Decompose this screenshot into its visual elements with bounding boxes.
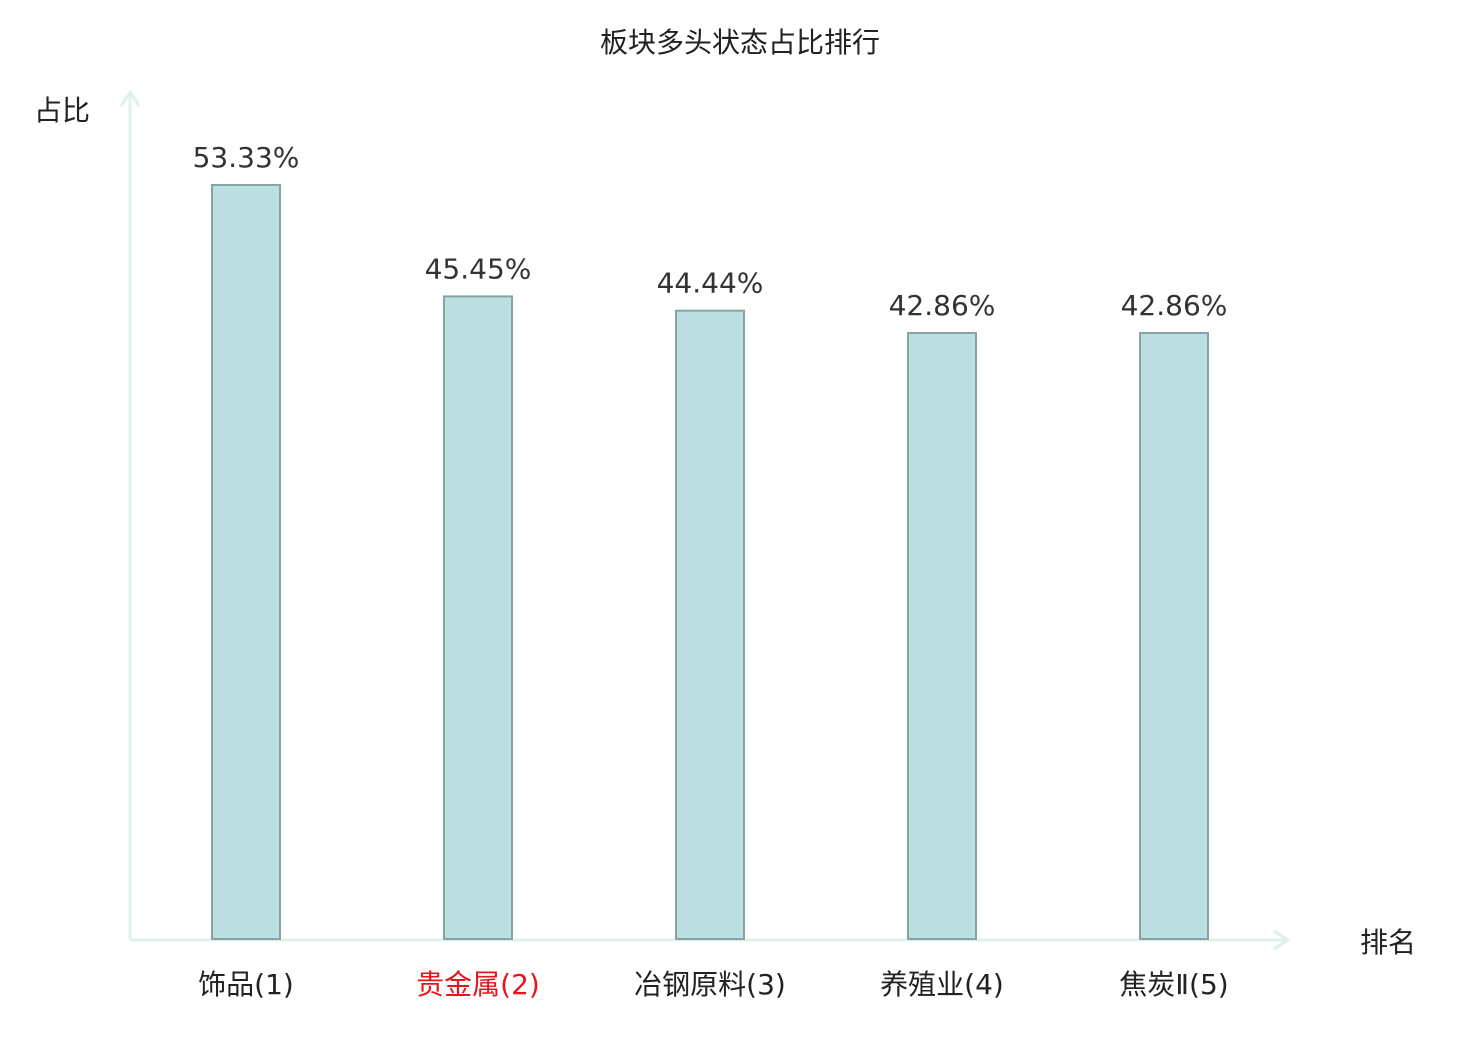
bar bbox=[1139, 332, 1209, 940]
category-label: 养殖业(4) bbox=[880, 968, 1004, 1001]
y-axis-arrow bbox=[119, 89, 141, 107]
bar bbox=[211, 184, 281, 940]
bar-value-label: 53.33% bbox=[193, 141, 300, 174]
value-labels-layer: 53.33% 45.45% 44.44% 42.86% 42.86% bbox=[193, 141, 1228, 322]
bars-layer bbox=[211, 184, 1209, 940]
category-labels-layer: 饰品(1) 贵金属(2) 冶钢原料(3) 养殖业(4) 焦炭Ⅱ(5) bbox=[198, 968, 1229, 1001]
category-label: 冶钢原料(3) bbox=[634, 968, 786, 1001]
x-axis-label: 排名 bbox=[1360, 926, 1416, 959]
category-label: 贵金属(2) bbox=[416, 968, 540, 1001]
category-label: 焦炭Ⅱ(5) bbox=[1119, 968, 1228, 1001]
axes bbox=[119, 89, 1291, 951]
y-axis-label: 占比 bbox=[34, 94, 90, 127]
bar-value-label: 42.86% bbox=[889, 289, 996, 322]
chart-title: 板块多头状态占比排行 bbox=[600, 26, 880, 59]
bar bbox=[443, 295, 513, 940]
bar-value-label: 45.45% bbox=[425, 252, 532, 285]
bar-value-label: 44.44% bbox=[657, 267, 764, 300]
bar bbox=[675, 309, 745, 940]
x-axis-arrow bbox=[1273, 929, 1291, 951]
bar-value-label: 42.86% bbox=[1121, 289, 1228, 322]
category-label: 饰品(1) bbox=[198, 968, 294, 1001]
bar bbox=[907, 332, 977, 940]
